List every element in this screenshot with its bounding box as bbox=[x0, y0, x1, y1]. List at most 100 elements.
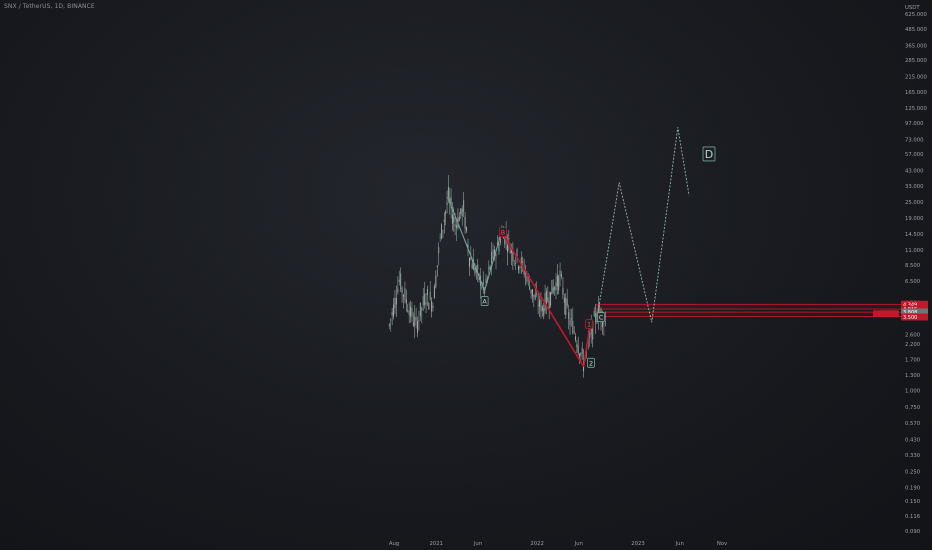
candle-body bbox=[433, 286, 435, 299]
candle-body bbox=[454, 224, 456, 226]
candle-body bbox=[494, 249, 496, 259]
candle-body bbox=[575, 336, 577, 341]
candle-body bbox=[393, 304, 395, 317]
candle-body bbox=[460, 208, 462, 215]
candle-body bbox=[429, 292, 431, 300]
y-tick-label: 8.500 bbox=[905, 263, 921, 269]
y-tick-label: 215.000 bbox=[905, 74, 928, 80]
candle-body bbox=[412, 322, 414, 326]
candle-body bbox=[565, 297, 567, 316]
y-tick-label: 125.000 bbox=[905, 106, 928, 112]
candle-body bbox=[470, 257, 472, 260]
y-tick-label: 0.430 bbox=[905, 438, 921, 444]
candle-body bbox=[534, 293, 536, 300]
candle-body bbox=[442, 230, 444, 231]
candle-body bbox=[432, 305, 434, 309]
y-tick-label: 19.000 bbox=[905, 216, 924, 222]
candle-body bbox=[570, 318, 572, 320]
wave-label-box bbox=[702, 146, 716, 162]
candle-body bbox=[422, 296, 424, 306]
candle-body bbox=[458, 216, 460, 222]
candle-body bbox=[551, 279, 553, 295]
candle-body bbox=[589, 332, 591, 338]
candle-body bbox=[580, 353, 582, 356]
candle-body bbox=[435, 275, 437, 288]
candle-body bbox=[506, 245, 508, 253]
candle-body bbox=[468, 257, 470, 267]
wave-label: 2 bbox=[589, 359, 593, 367]
candle-body bbox=[400, 273, 402, 290]
candle-body bbox=[485, 278, 487, 283]
candle-body bbox=[517, 266, 519, 270]
candle-body bbox=[496, 242, 498, 245]
candle-body bbox=[569, 319, 571, 326]
wave-label: B bbox=[501, 228, 505, 236]
x-tick-label: Jun bbox=[473, 541, 482, 547]
candle-body bbox=[453, 217, 455, 222]
y-tick-label: 0.150 bbox=[905, 499, 921, 505]
candle-body bbox=[408, 311, 410, 316]
candle-body bbox=[464, 216, 466, 229]
candle-body bbox=[441, 224, 443, 239]
candle-body bbox=[603, 323, 605, 325]
candle-body bbox=[552, 287, 554, 293]
wave-label-box bbox=[585, 319, 593, 330]
candle-body bbox=[573, 331, 575, 333]
candle-body bbox=[443, 219, 445, 222]
y-tick-label: 1.000 bbox=[905, 388, 921, 394]
price-tag-label: 4.349 bbox=[903, 302, 917, 308]
candle-body bbox=[576, 343, 578, 347]
candle-body bbox=[581, 347, 583, 354]
candle-body bbox=[558, 276, 560, 291]
candle-body bbox=[556, 275, 558, 287]
candle-body bbox=[577, 345, 579, 354]
symbol-title: SNX / TetherUS, 1D, BINANCE bbox=[4, 3, 95, 10]
candle-body bbox=[531, 289, 533, 297]
candle-body bbox=[410, 306, 412, 317]
y-tick-label: 285.000 bbox=[905, 58, 928, 64]
candle-body bbox=[595, 313, 597, 323]
price-zone bbox=[595, 303, 925, 310]
candle-body bbox=[391, 311, 393, 316]
candle-body bbox=[526, 276, 528, 282]
candle-body bbox=[516, 249, 518, 260]
y-tick-label: 33.000 bbox=[905, 184, 924, 190]
y-tick-label: 2.200 bbox=[905, 342, 921, 348]
candle-body bbox=[474, 267, 476, 274]
candle-body bbox=[568, 312, 570, 320]
candle-body bbox=[401, 288, 403, 293]
candle-body bbox=[431, 301, 433, 312]
candle-body bbox=[439, 237, 441, 238]
x-tick-label: 2023 bbox=[631, 541, 644, 547]
candle-body bbox=[455, 225, 457, 229]
candle-body bbox=[537, 305, 539, 306]
candle-body bbox=[513, 261, 515, 263]
candle-body bbox=[545, 291, 547, 306]
candle-body bbox=[554, 287, 556, 290]
projection-path bbox=[597, 127, 690, 323]
candle-body bbox=[540, 300, 542, 312]
y-tick-label: 6.500 bbox=[905, 279, 921, 285]
y-tick-label: 1.700 bbox=[905, 357, 921, 363]
x-tick-label: 2021 bbox=[430, 541, 443, 547]
candle-body bbox=[530, 289, 532, 294]
candle-body bbox=[425, 302, 427, 305]
candle-body bbox=[414, 316, 416, 326]
candle-body bbox=[604, 321, 606, 323]
candle-body bbox=[489, 266, 491, 271]
candle-body bbox=[446, 202, 448, 205]
candle-body bbox=[533, 295, 535, 297]
candle-body bbox=[572, 320, 574, 334]
wave-label-box bbox=[480, 296, 489, 306]
candle-body bbox=[482, 281, 484, 285]
y-tick-label: 485.000 bbox=[905, 27, 928, 33]
candle-body bbox=[411, 308, 413, 317]
y-tick-label: 11.000 bbox=[905, 248, 924, 254]
candle-body bbox=[562, 287, 564, 295]
y-tick-label: 0.570 bbox=[905, 421, 921, 427]
candle-body bbox=[438, 247, 440, 254]
candle-body bbox=[436, 265, 438, 268]
candle-body bbox=[498, 243, 500, 252]
